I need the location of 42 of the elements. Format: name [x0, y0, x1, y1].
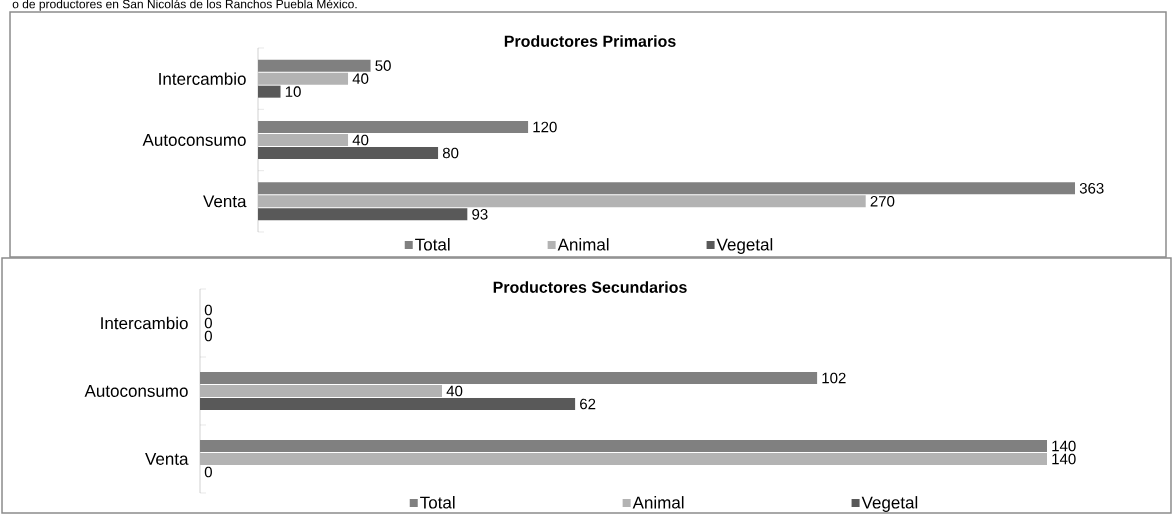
text: o de productores en San Nicolás de los Ranchos Puebla México. [12, 0, 357, 11]
bar [200, 398, 576, 410]
y-tick-label: Intercambio [101, 316, 188, 330]
bar [200, 453, 1048, 465]
data-label: 62 [580, 398, 596, 410]
data-label: 0 [204, 317, 212, 329]
data-label: 40 [352, 134, 369, 146]
chart-title: Productores Secundarios [493, 281, 687, 293]
y-tick-label: Intercambio [159, 72, 246, 85]
legend-label: Vegetal [716, 238, 773, 254]
y-tick-label: Autoconsumo [142, 134, 246, 146]
y-tick-label: Autoconsumo [84, 385, 188, 397]
bar [258, 72, 349, 85]
y-tick-label: Venta [145, 453, 189, 465]
data-label: 140 [1052, 440, 1076, 452]
data-label: 0 [204, 466, 212, 478]
data-label: 120 [533, 121, 557, 133]
data-label: 10 [285, 86, 301, 97]
data-label: 50 [375, 60, 391, 71]
data-label: 270 [870, 196, 895, 207]
legend-label: Total [420, 496, 455, 509]
y-tick-label: Venta [203, 195, 247, 208]
legend-label: Animal [632, 496, 684, 509]
legend-label: Vegetal [861, 496, 918, 512]
data-label: 40 [446, 385, 463, 397]
bar [258, 147, 439, 159]
legend-label: Animal [557, 238, 609, 251]
bar [200, 385, 443, 397]
bar [258, 134, 349, 146]
data-label: 93 [472, 209, 488, 220]
chart-title: Productores Primarios [504, 35, 676, 47]
bar [258, 85, 281, 98]
data-label: 140 [1052, 453, 1076, 465]
data-label: 0 [204, 330, 212, 342]
data-label: 80 [442, 147, 459, 159]
legend-label: Total [415, 238, 450, 251]
bar [258, 195, 866, 208]
data-label: 102 [822, 372, 846, 384]
data-label: 0 [204, 304, 212, 316]
data-label: 363 [1079, 183, 1104, 194]
data-label: 40 [352, 73, 369, 84]
bar [258, 208, 468, 221]
